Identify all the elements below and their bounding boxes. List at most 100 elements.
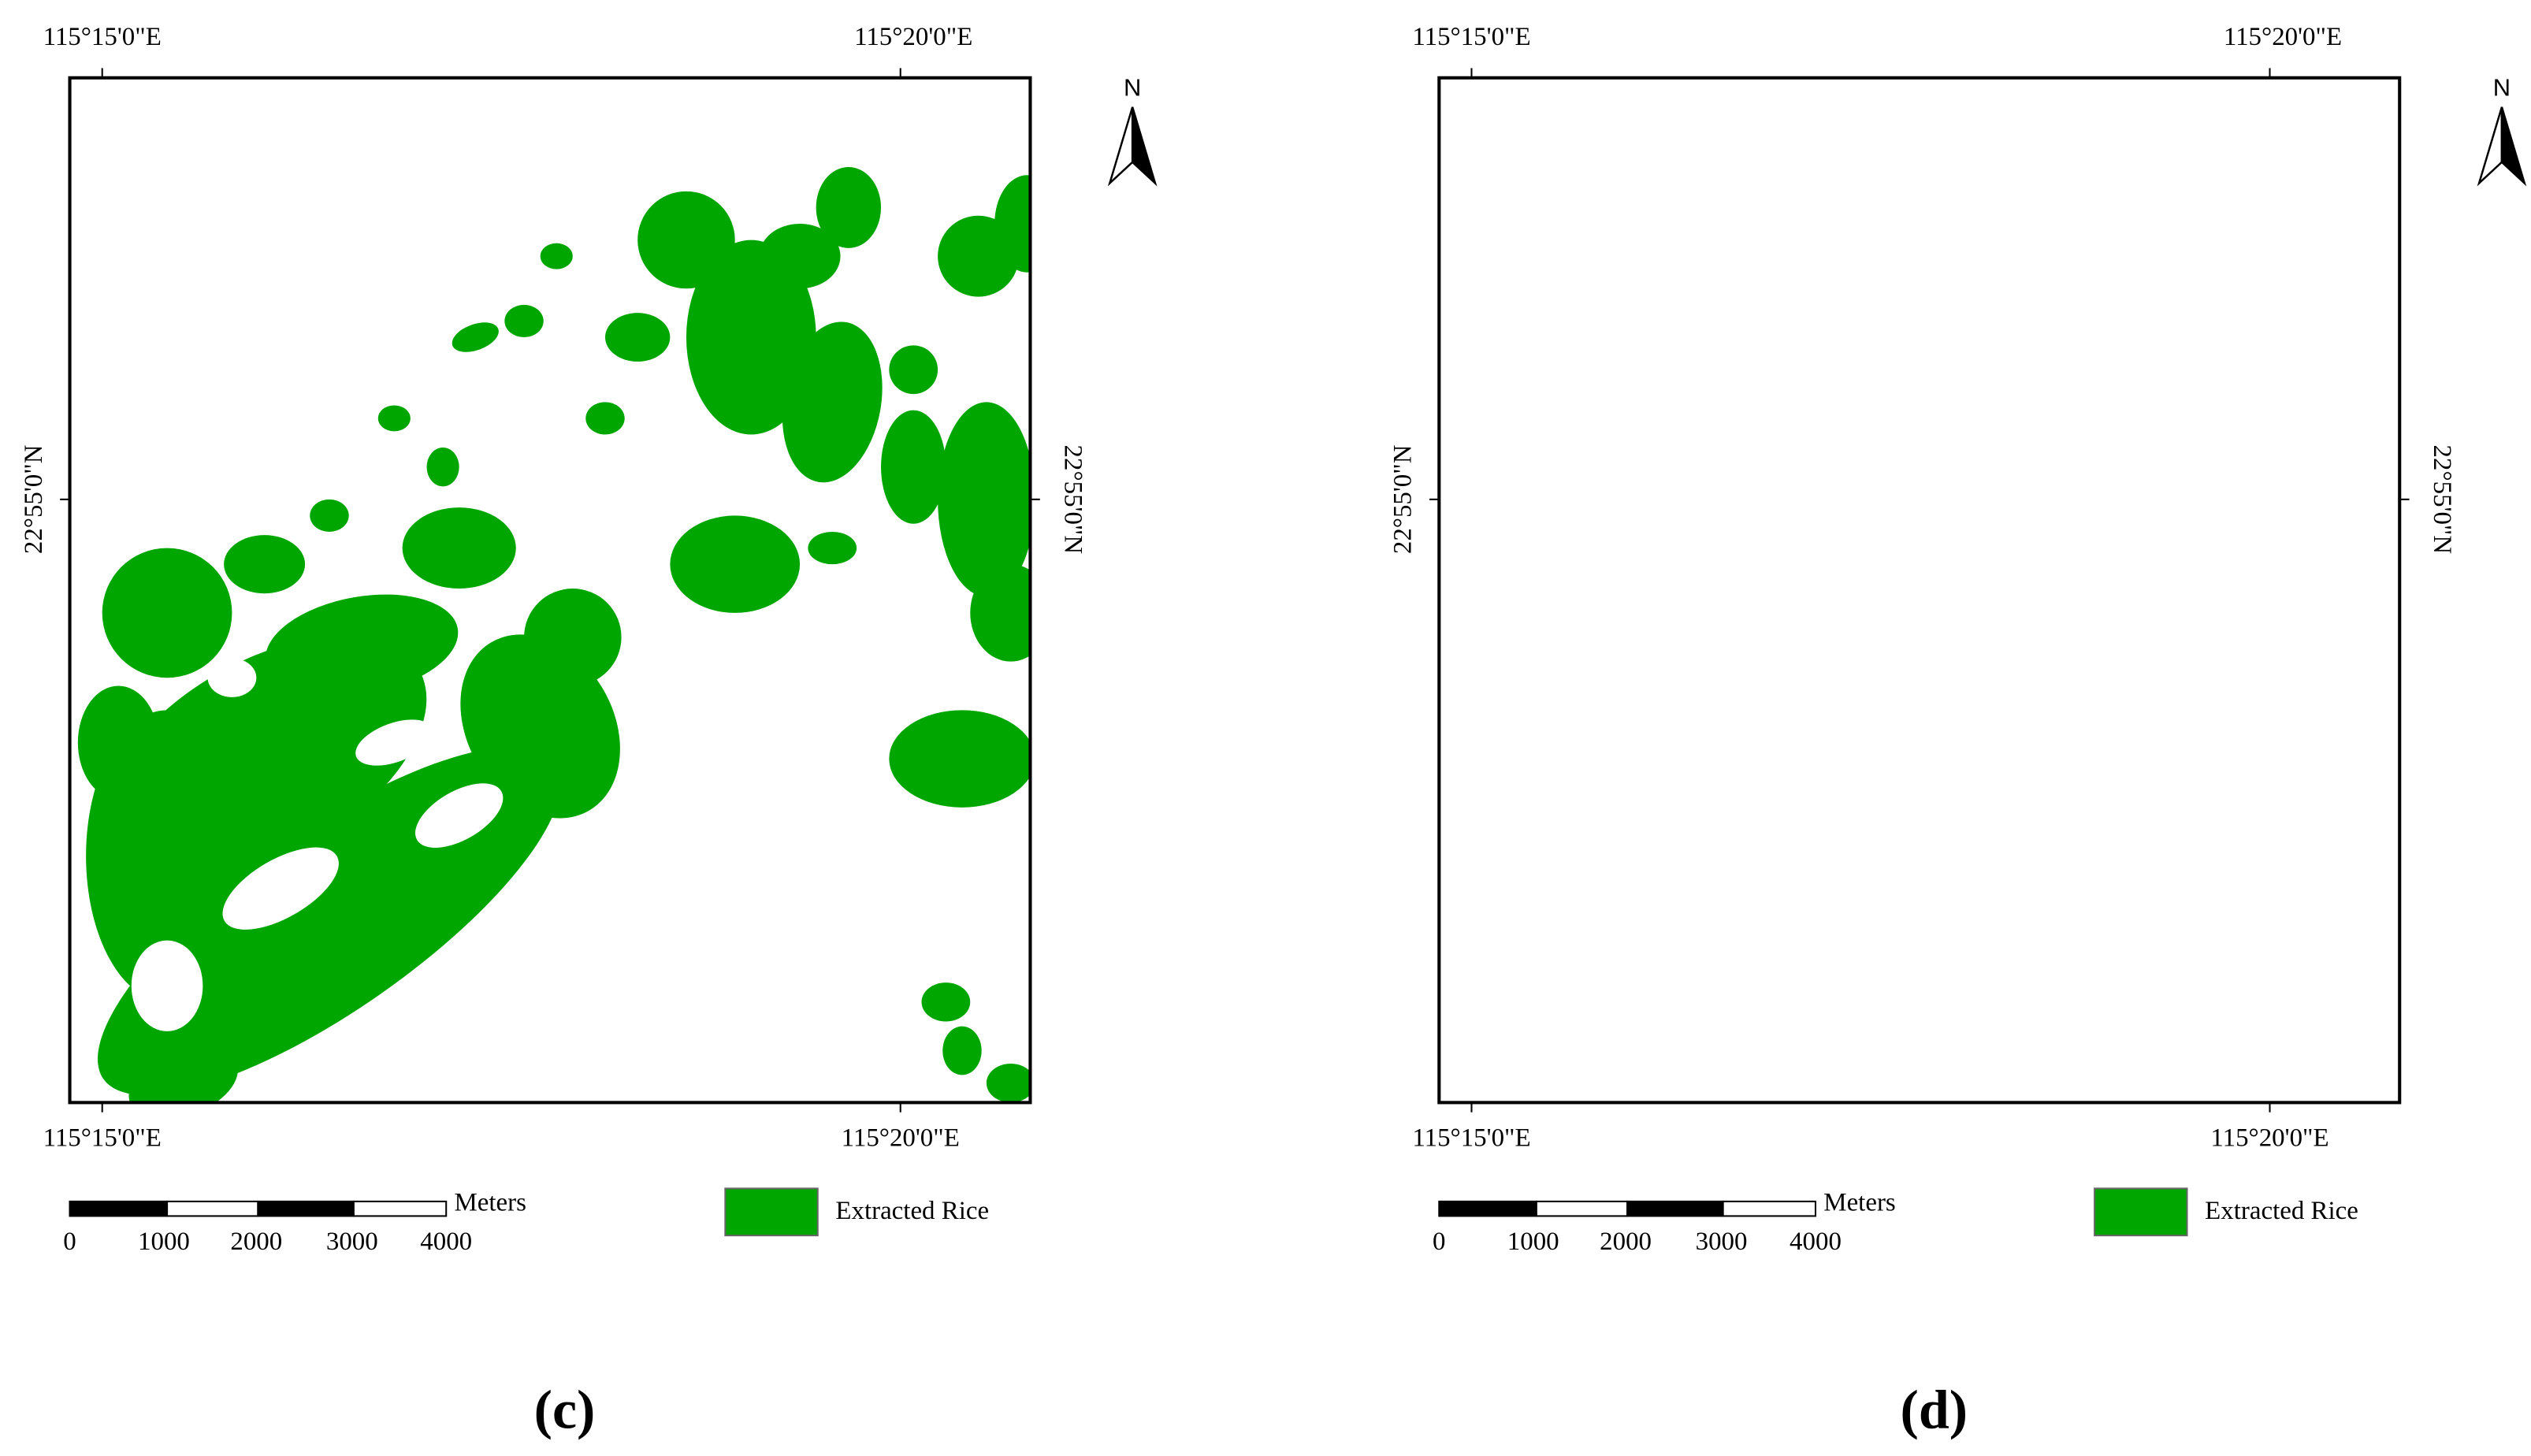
rice-patch: [759, 223, 841, 289]
north-arrow: [1107, 106, 1134, 187]
rice-patch: [452, 322, 499, 352]
rice-patch: [2291, 982, 2340, 1021]
rice-patch: [310, 499, 349, 532]
rice-patch: [540, 243, 573, 269]
rice-patch: [1422, 690, 1975, 1153]
rice-patch: [1955, 402, 1994, 434]
rice-patch: [889, 345, 938, 395]
non-rice-area: [1775, 771, 1883, 861]
scale-bar-segment: [166, 1200, 259, 1217]
map-content: [1422, 167, 2429, 1152]
rice-patch: [266, 594, 459, 696]
north-arrow: [1131, 106, 1158, 187]
rice-patch: [604, 313, 671, 362]
rice-patch: [2056, 240, 2186, 435]
rice-patch: [1679, 500, 1718, 532]
scale-bar-segment: [257, 1200, 355, 1217]
rice-patch: [2307, 402, 2405, 596]
map-frame: [1437, 76, 2402, 1105]
map-panel: 115°15'0"E 115°20'0"E 115°15'0"E 115°20'0"E…: [1389, 23, 2527, 1441]
longitude-label: 115°15'0"E: [43, 1124, 162, 1152]
rice-patch: [1797, 606, 2021, 847]
scale-unit: Meters: [455, 1189, 526, 1217]
latitude-label: 22°55'0"N: [20, 444, 48, 554]
rice-patch: [524, 589, 622, 686]
longitude-label: 115°20'0"E: [854, 23, 972, 51]
rice-patch: [1817, 317, 1871, 358]
rice-patch: [224, 535, 306, 594]
rice-patch: [2185, 167, 2250, 248]
latitude-label: 22°55'0"N: [2428, 445, 2456, 555]
scale-bar-segment: [1626, 1200, 1724, 1217]
non-rice-area: [222, 847, 339, 930]
rice-patch: [2039, 515, 2169, 612]
rice-patch: [1471, 548, 1601, 678]
scale-tick-label: 2000: [230, 1228, 282, 1256]
rice-patch: [77, 685, 159, 800]
rice-patch: [504, 304, 544, 338]
non-rice-area: [207, 658, 257, 697]
rice-patch: [2340, 564, 2421, 661]
rice-patch: [585, 402, 625, 435]
rice-patch: [994, 175, 1031, 273]
rice-patch: [637, 191, 735, 289]
map-area: [1422, 167, 2429, 1152]
scale-tick-label: 0: [63, 1228, 76, 1256]
rice-patch: [782, 321, 883, 483]
longitude-label: 115°20'0"E: [2210, 1124, 2328, 1152]
rice-patch: [938, 402, 1031, 597]
rice-patch: [1796, 448, 1828, 486]
rice-patch: [2356, 1064, 2405, 1102]
north-label: N: [1124, 73, 1141, 101]
rice-patch: [2250, 410, 2315, 524]
rice-patch: [1627, 581, 1836, 710]
rice-patch: [986, 1063, 1031, 1103]
longitude-label: 115°15'0"E: [1412, 1124, 1530, 1152]
rice-patch: [1874, 305, 1912, 337]
rice-patch: [2007, 191, 2105, 288]
rice-patch: [1593, 535, 1674, 593]
highlight-box: [2247, 736, 2347, 843]
rice-patch: [1909, 243, 1942, 269]
rice-patch: [2177, 532, 2226, 564]
scale-tick-label: 2000: [1600, 1228, 1652, 1256]
scale-bar-segment: [1438, 1200, 1537, 1217]
scale-tick-label: 0: [1433, 1228, 1445, 1256]
non-rice-area: [355, 719, 433, 766]
panel-label: (d): [1901, 1380, 1968, 1441]
rice-patch: [808, 531, 857, 565]
highlight-box: [1744, 906, 1814, 990]
scale-bar-segment: [69, 1200, 169, 1217]
north-label: N: [2493, 73, 2511, 101]
rice-patch: [1771, 507, 1885, 589]
rice-patch: [1430, 585, 1837, 932]
latitude-label: 22°55'0"N: [1389, 444, 1418, 554]
rice-patch: [942, 1026, 982, 1075]
rice-patch: [1488, 1033, 1618, 1133]
longitude-label: 115°15'0"E: [43, 23, 162, 51]
legend-label: Extracted Rice: [2205, 1197, 2358, 1225]
legend-swatch: [2094, 1187, 2188, 1237]
map-area: [77, 166, 1031, 1103]
rice-patch: [1894, 589, 1991, 685]
rice-patch: [2307, 216, 2388, 297]
panel-label: (c): [534, 1380, 596, 1441]
rice-patch: [377, 405, 411, 432]
rice-patch: [402, 507, 516, 589]
rice-patch: [889, 710, 1031, 808]
north-arrow: [2500, 106, 2527, 187]
scale-tick-label: 4000: [420, 1228, 472, 1256]
non-rice-area: [131, 940, 203, 1031]
rice-patch: [816, 166, 882, 248]
scale-tick-label: 3000: [326, 1228, 378, 1256]
map-frame: [68, 76, 1032, 1105]
non-rice-area: [1579, 830, 1721, 945]
rice-patch: [2312, 1027, 2351, 1075]
rice-patch: [1975, 313, 2039, 362]
scale-bar-segment: [1722, 1200, 1817, 1217]
rice-patch: [2258, 710, 2404, 807]
scale-tick-label: 3000: [1696, 1228, 1748, 1256]
rice-patch: [921, 982, 971, 1022]
